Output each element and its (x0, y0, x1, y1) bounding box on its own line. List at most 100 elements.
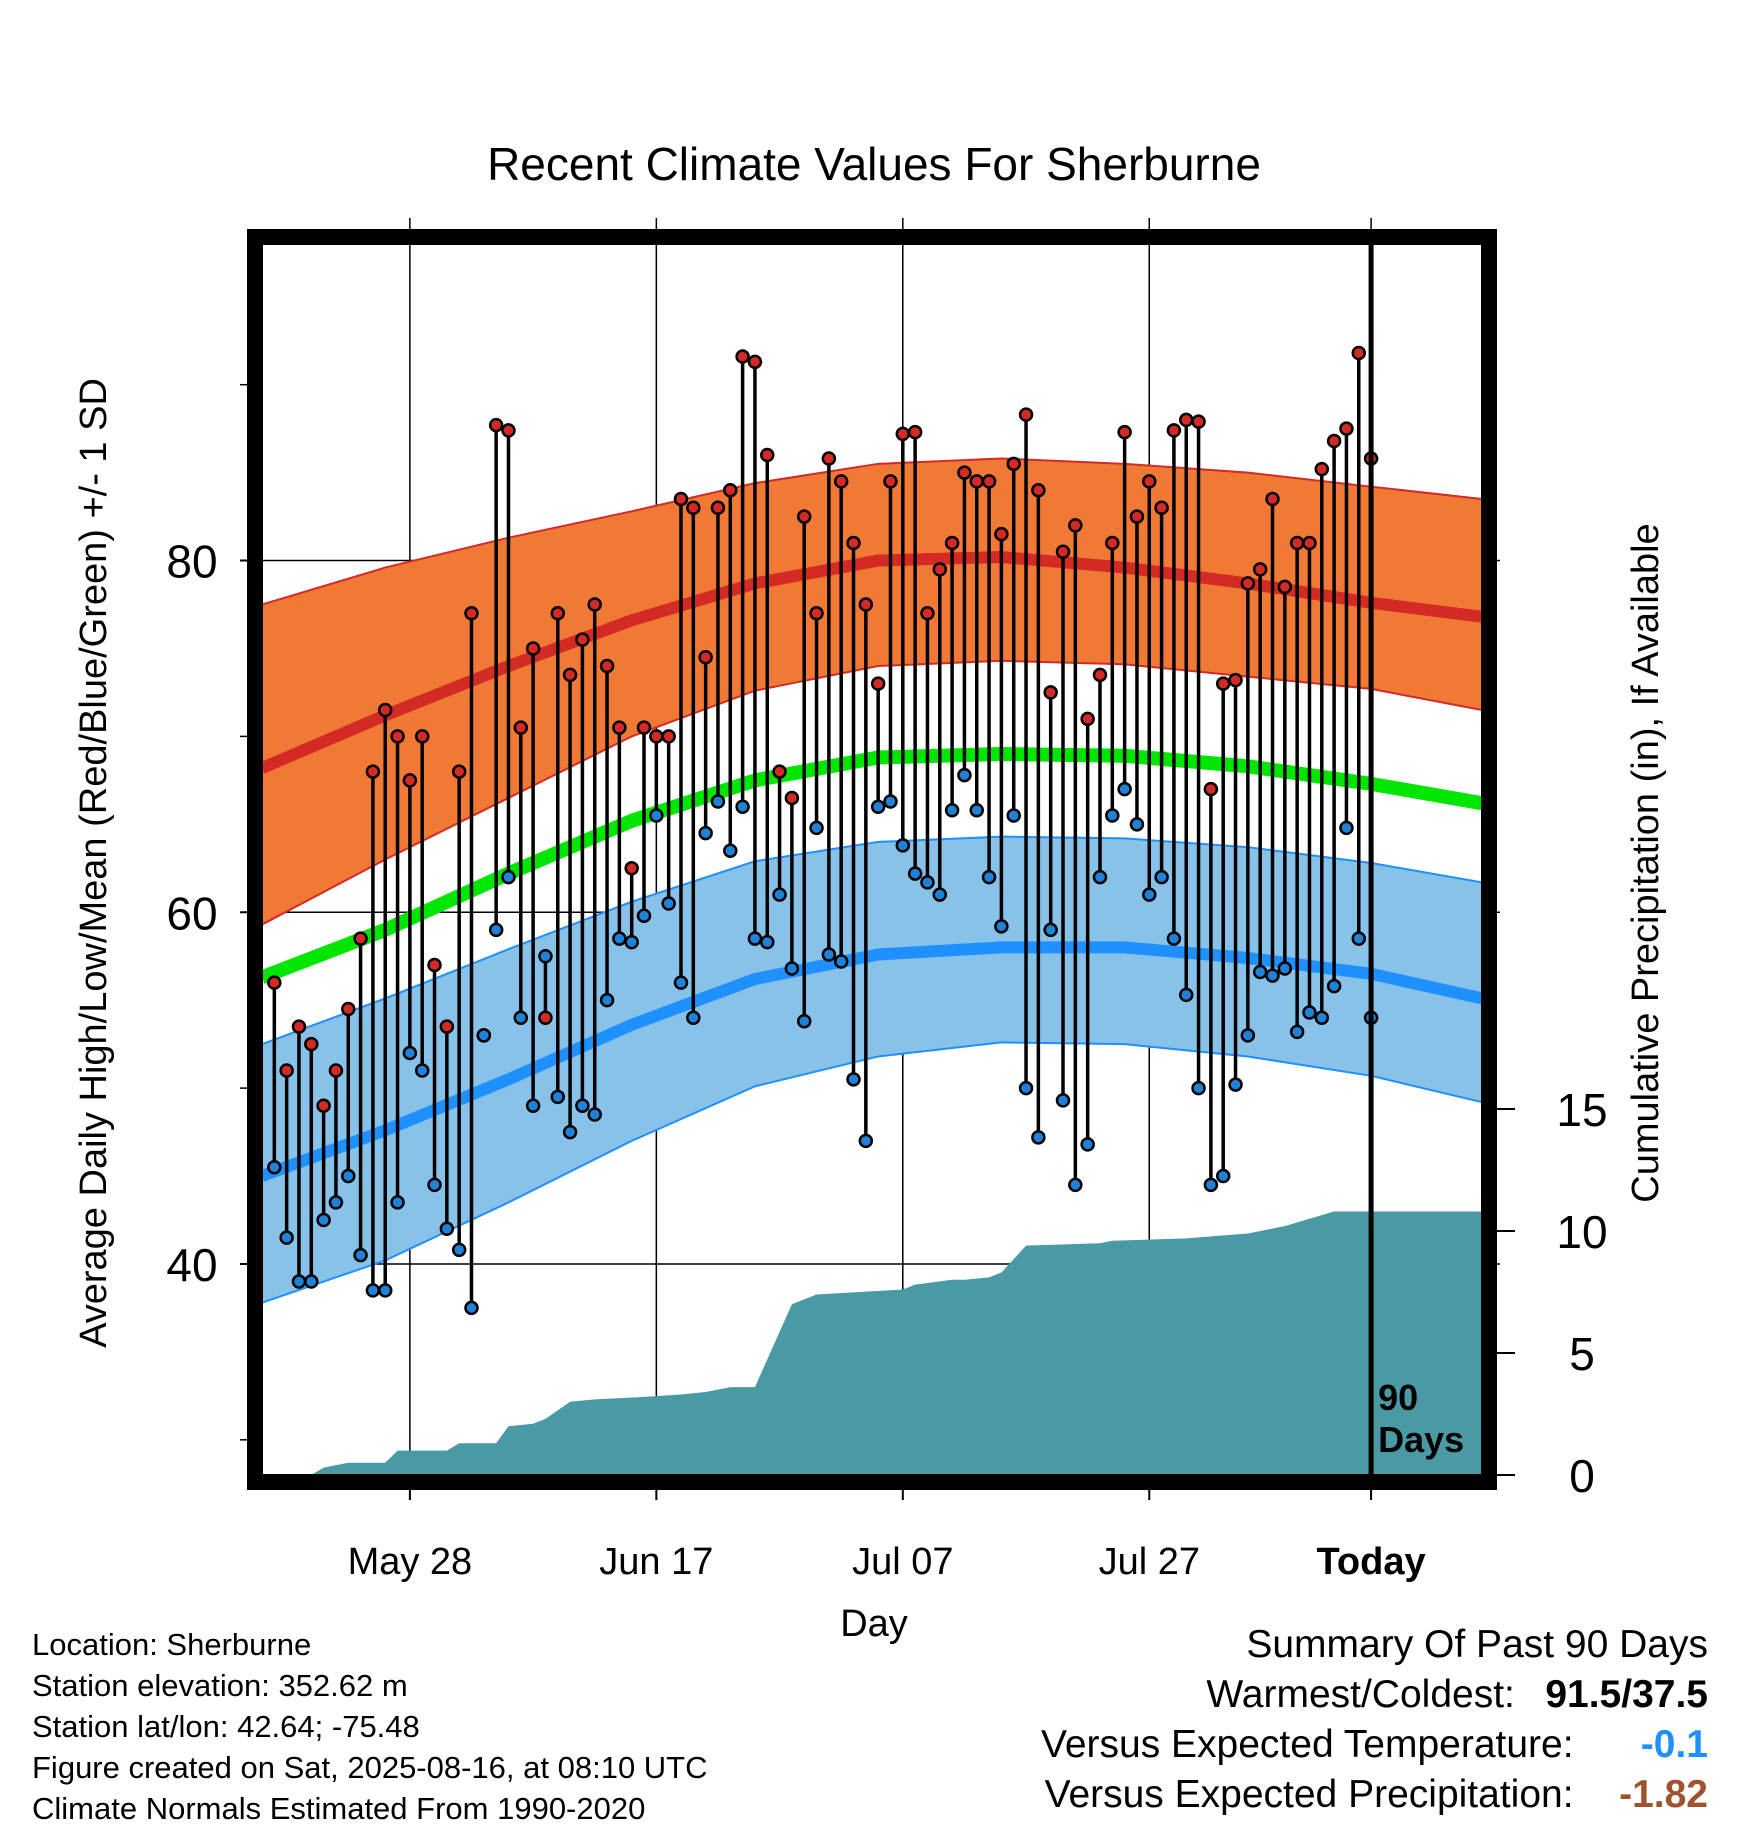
high-temp-point (390, 729, 405, 744)
x-tick-label: Today (1317, 1541, 1426, 1583)
summary-panel: Summary Of Past 90 Days Warmest/Coldest:… (1041, 1620, 1708, 1820)
y-axis-label: Average Daily High/Low/Mean (Red/Blue/Gr… (73, 378, 115, 1348)
y-tick-label: 40 (166, 1239, 217, 1291)
high-temp-point (304, 1036, 319, 1052)
low-temp-point (1302, 1005, 1317, 1020)
high-temp-point (414, 729, 430, 744)
low-temp-point (1154, 869, 1169, 885)
low-temp-point (747, 931, 763, 946)
low-temp-point (895, 838, 911, 853)
low-temp-point (1092, 869, 1108, 885)
low-temp-point (488, 922, 504, 938)
high-temp-point (957, 465, 972, 480)
high-temp-point (1252, 562, 1268, 577)
high-temp-point (723, 482, 738, 498)
high-temp-point (1240, 576, 1256, 591)
low-temp-point (1068, 1177, 1083, 1193)
high-band-lower-edge (262, 659, 1482, 926)
high-temp-point (365, 764, 381, 779)
high-temp-point (1080, 711, 1095, 727)
low-temp-point (944, 803, 960, 818)
low-temp-point (575, 1098, 590, 1113)
warmest-coldest-row: Warmest/Coldest: 91.5/37.5 (1041, 1670, 1708, 1720)
low-temp-point (858, 1133, 874, 1149)
high-temp-point (501, 423, 516, 438)
today-days-label: 90 (1378, 1377, 1418, 1418)
low-temp-point (267, 1160, 282, 1175)
high-temp-point (513, 720, 529, 735)
summary-heading: Summary Of Past 90 Days (1246, 1623, 1708, 1666)
low-temp-point (969, 803, 984, 818)
low-temp-point (525, 1098, 541, 1113)
low-temp-point (1129, 817, 1145, 832)
low-temp-point (932, 887, 948, 902)
low-temp-point (1339, 820, 1354, 836)
high-temp-point (1068, 518, 1083, 533)
high-temp-point (1339, 421, 1354, 436)
low-temp-point (1215, 1168, 1231, 1184)
high-temp-point (1142, 474, 1157, 489)
precip-vs-expected-row: Versus Expected Precipitation: -1.82 (1041, 1770, 1708, 1820)
high-temp-point (1117, 424, 1132, 440)
high-temp-point (821, 451, 837, 466)
station-info: Location: Sherburne Station elevation: 3… (32, 1624, 708, 1829)
high-temp-point (353, 931, 368, 946)
plot-frame (247, 229, 1497, 1490)
high-temp-point (1006, 456, 1021, 472)
high-temp-point (1351, 345, 1367, 361)
low-temp-point (550, 1089, 566, 1105)
y2-tick-label: 5 (1569, 1328, 1595, 1380)
low-temp-point (439, 1221, 455, 1237)
low-temp-point (612, 931, 627, 946)
low-temp-point (1252, 964, 1268, 980)
low-temp-point (796, 1014, 812, 1029)
high-temp-point (1129, 509, 1145, 524)
high-temp-point (328, 1063, 344, 1078)
high-temp-point (439, 1019, 455, 1034)
x-tick-label: Jun 17 (599, 1541, 713, 1583)
high-temp-point (1178, 412, 1194, 428)
low-temp-point (451, 1242, 467, 1258)
y-tick-label: 80 (166, 536, 217, 588)
high-temp-point (1326, 433, 1342, 449)
low-temp-point (1055, 1093, 1071, 1108)
high-temp-point (451, 764, 467, 779)
low-temp-point (1043, 922, 1058, 938)
y-tick-label: 60 (166, 887, 217, 939)
x-tick-label: May 28 (348, 1541, 473, 1583)
high-temp-point (846, 535, 861, 551)
low-temp-point (587, 1107, 602, 1122)
low-temp-point (599, 992, 615, 1008)
low-temp-point (414, 1063, 430, 1078)
high-temp-point (981, 474, 997, 489)
low-band-lower-edge (262, 1041, 1482, 1304)
low-temp-point (291, 1274, 307, 1289)
low-temp-point (1228, 1077, 1243, 1092)
high-temp-point (1265, 491, 1280, 507)
y2-tick-label: 15 (1556, 1084, 1607, 1136)
low-temp-point (377, 1283, 393, 1298)
low-temp-point (673, 975, 689, 990)
high-temp-point (870, 676, 886, 691)
x-tick-label: Jul 27 (1099, 1541, 1200, 1583)
high-temp-point (883, 474, 898, 489)
high-temp-point (562, 667, 578, 683)
low-temp-point (1006, 808, 1021, 823)
warmest-coldest-value: 91.5/37.5 (1545, 1673, 1708, 1716)
low-temp-point (1018, 1080, 1034, 1096)
high-temp-point (488, 417, 504, 433)
axes: 40 60 80 0 5 10 15 May 28 Jun 17 Jul 07 Jul 27 Toda… (166, 229, 1608, 1583)
high-band-upper-edge (262, 457, 1482, 606)
high-temp-point (341, 1001, 356, 1017)
low-temp-point (464, 1300, 479, 1316)
high-temp-point (833, 474, 849, 489)
low-temp-point (1240, 1028, 1256, 1043)
precip-vs-expected-label: Versus Expected Precipitation: (1044, 1773, 1574, 1816)
low-temp-point (1178, 987, 1194, 1003)
low-temp-point (402, 1045, 418, 1061)
elevation-text: Station elevation: 352.62 m (32, 1668, 408, 1703)
low-temp-point (649, 808, 664, 823)
low-temp-point (723, 843, 738, 858)
high-temp-point (402, 773, 418, 788)
